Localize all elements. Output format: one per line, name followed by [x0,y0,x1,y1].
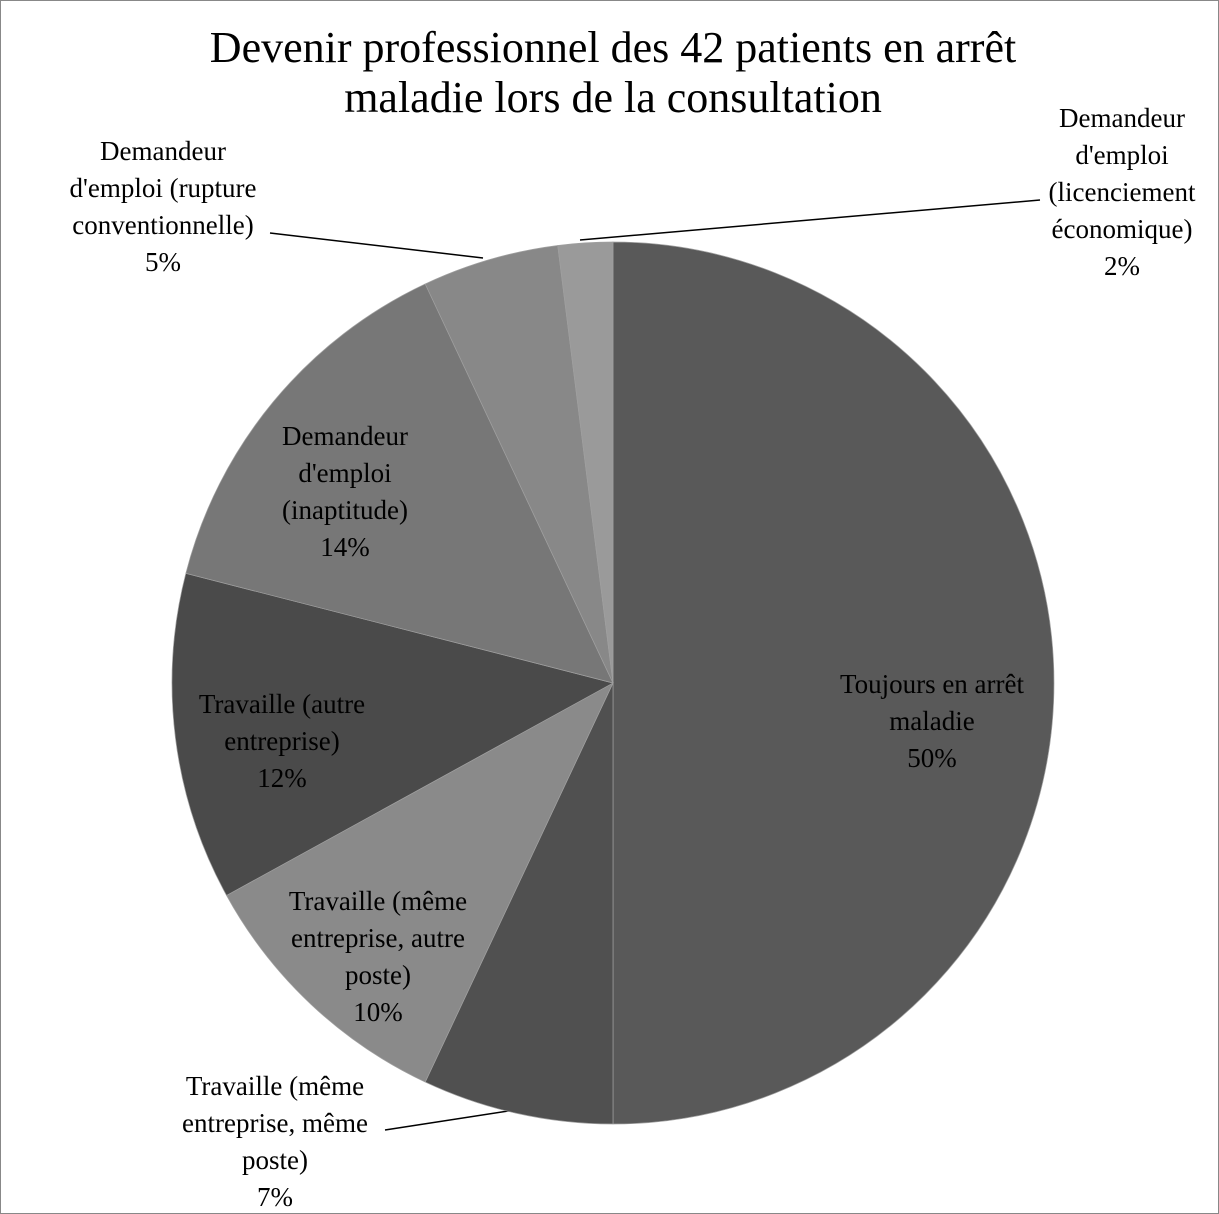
pie-slice [424,682,614,1125]
pie-slice [226,682,614,1083]
value-label: 5% [145,247,181,277]
leader-line [384,1109,516,1131]
leader-line [269,232,484,259]
slice-label: Travaille (même entreprise, même poste) 7% [182,1071,368,1212]
category-label: Travaille (même entreprise, même poste) [182,1071,368,1175]
value-label: 10% [353,997,403,1027]
value-label: 2% [1104,251,1140,281]
category-label: Travaille (autre entreprise) [199,689,365,756]
slice-label: Demandeur d'emploi (inaptitude) 14% [282,421,408,562]
category-label: Demandeur d'emploi (rupture conventionnell… [69,136,256,240]
leader-line [579,199,1041,241]
slice-label: Travaille (autre entreprise) 12% [199,689,365,793]
category-label: Demandeur d'emploi (licenciement économique… [1049,103,1196,244]
pie-slice [185,283,614,684]
value-label: 14% [320,532,370,562]
chart-title: Devenir professionnel des 42 patients en… [210,23,1016,122]
category-label: Travaille (même entreprise, autre poste) [289,886,467,990]
pie-slice [612,241,1055,1125]
value-label: 12% [257,763,307,793]
slice-label: Demandeur d'emploi (licenciement économique… [1049,103,1196,281]
slice-label: Toujours en arrêt maladie 50% [840,669,1025,773]
pie-slice [171,572,614,896]
pie-slice [557,241,614,684]
category-label: Toujours en arrêt maladie [840,669,1025,736]
slice-label: Travaille (même entreprise, autre poste) 10… [289,886,467,1027]
value-label: 7% [257,1182,293,1212]
category-label: Demandeur d'emploi (inaptitude) [282,421,408,525]
value-label: 50% [907,743,957,773]
slice-label: Demandeur d'emploi (rupture conventionnell… [69,136,256,277]
